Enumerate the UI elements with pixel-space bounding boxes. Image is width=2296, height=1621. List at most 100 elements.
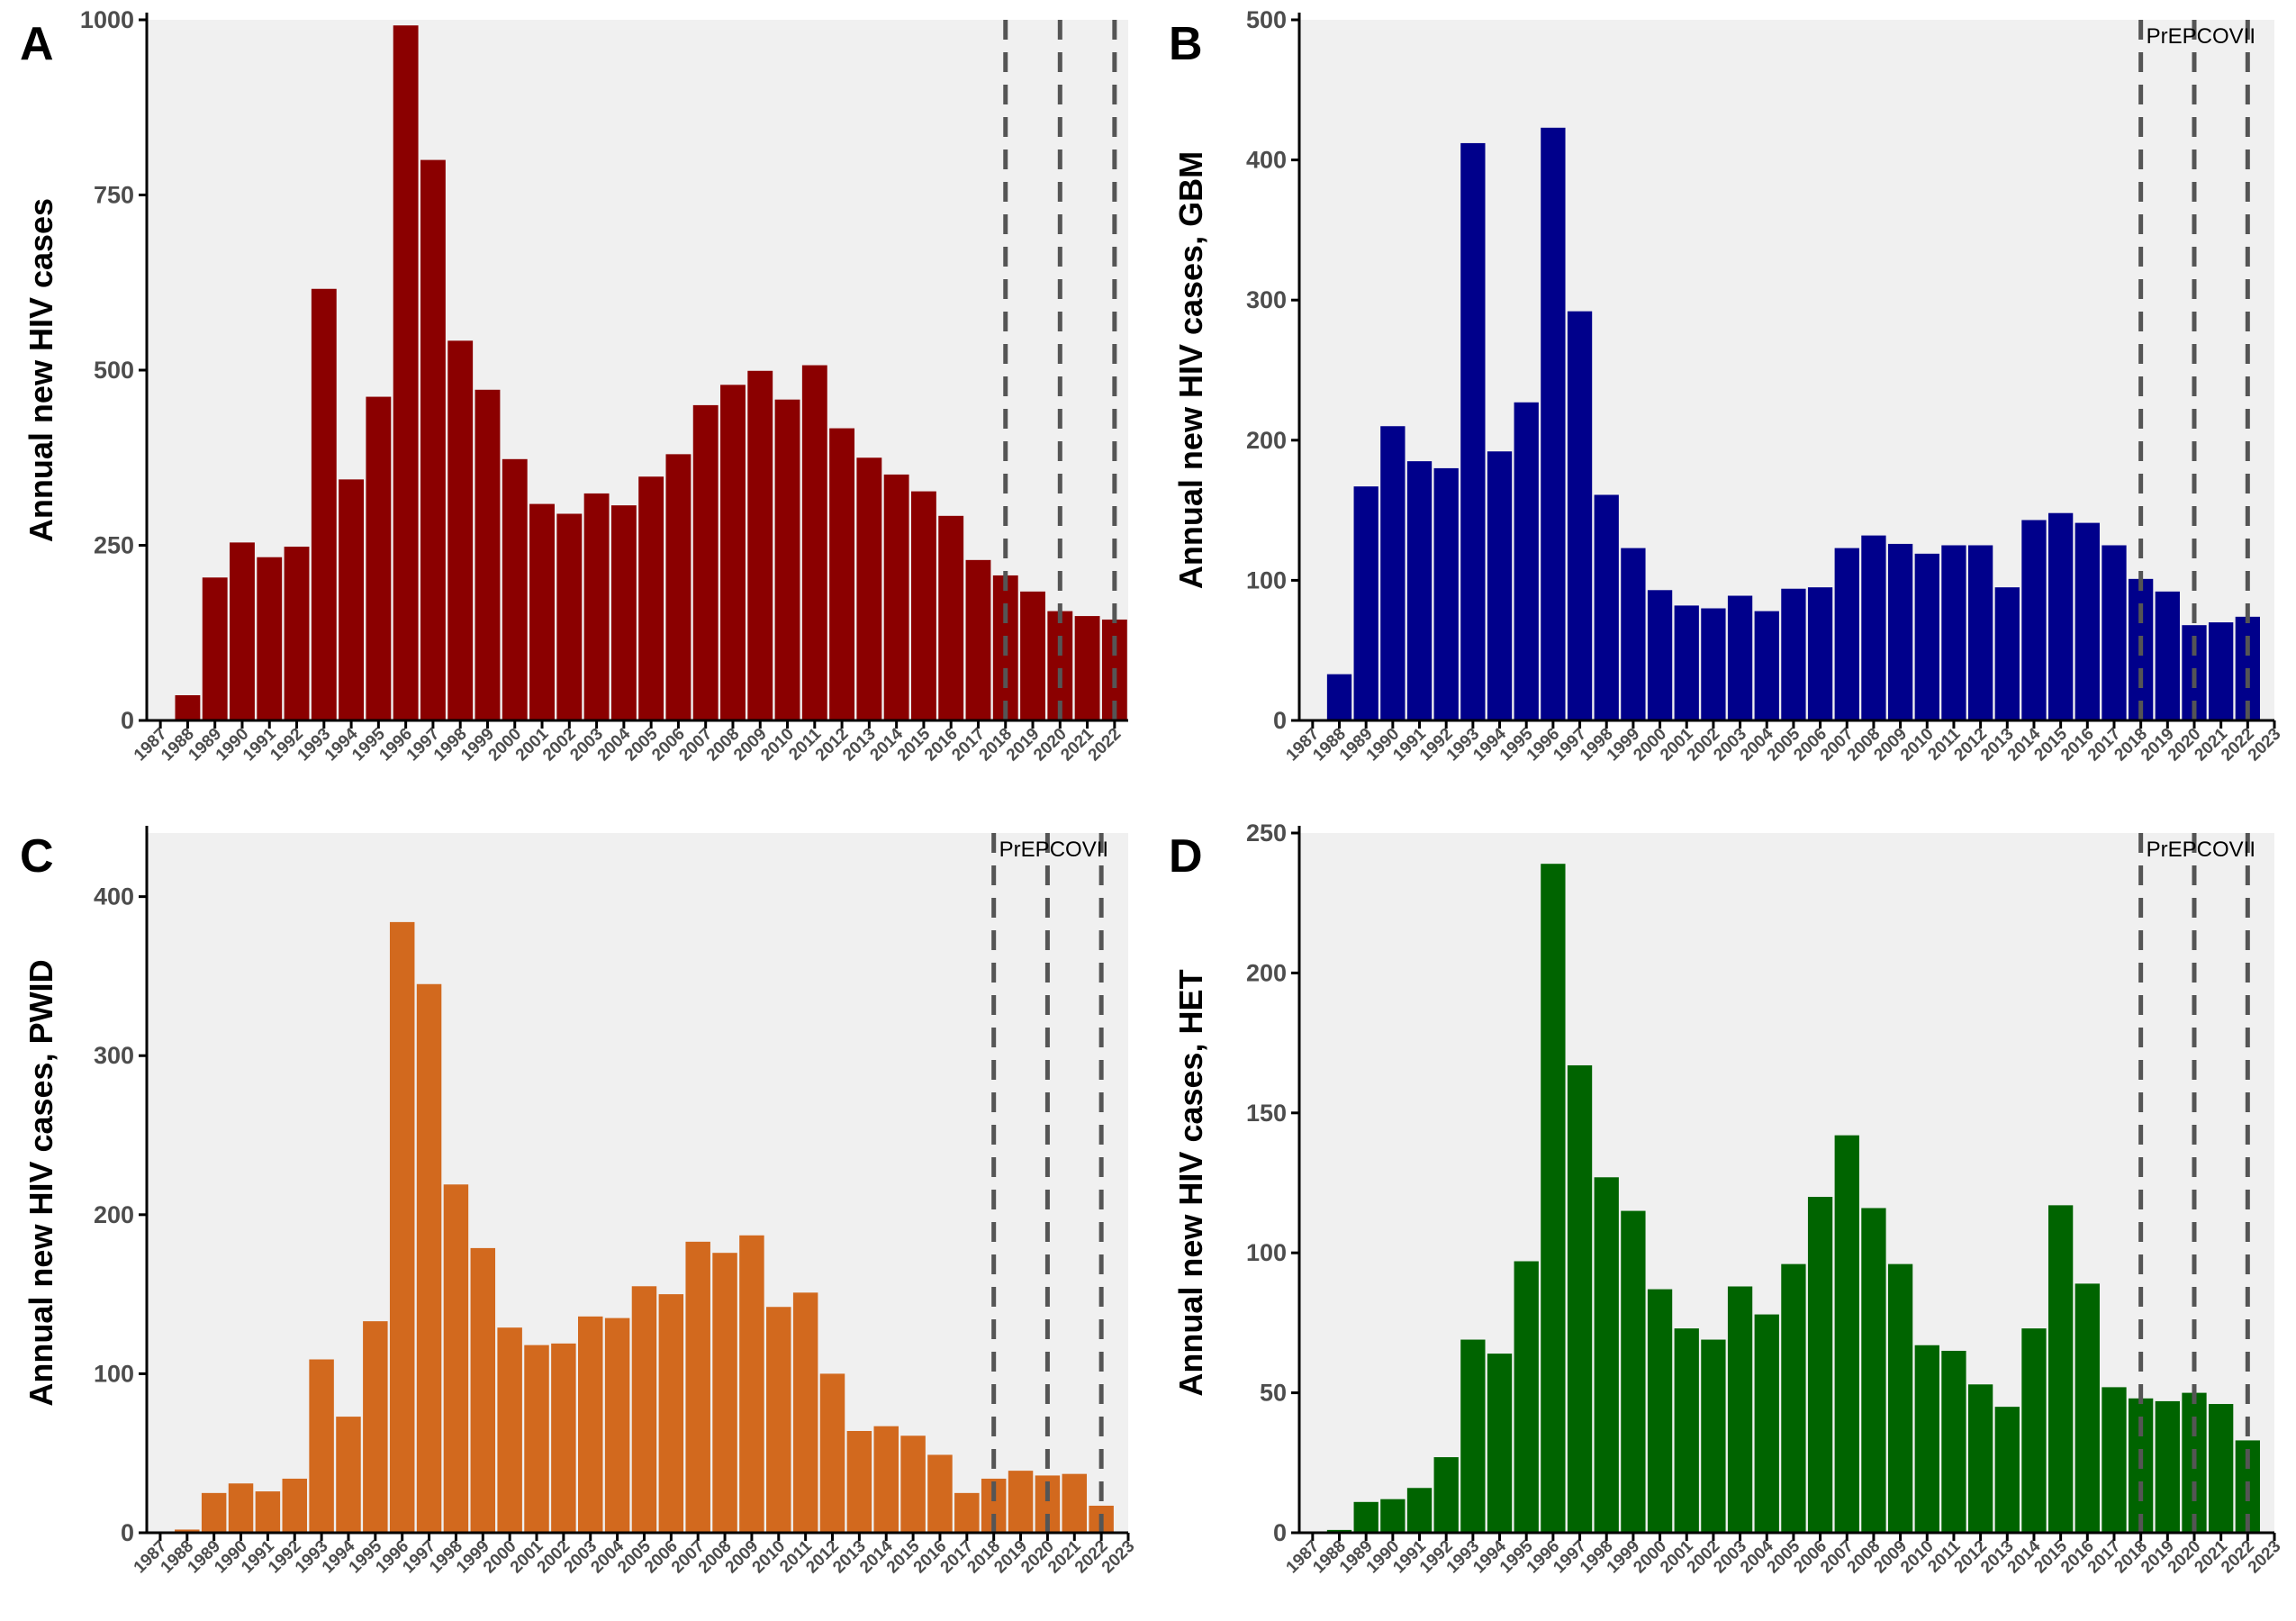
bar-2019 [2155,1400,2180,1533]
y-tick-label: 200 [94,1201,134,1228]
bar-2005 [631,1286,657,1533]
event-annotation: PrEPCOVII [2147,24,2255,49]
bar-2008 [1861,535,1886,720]
bar-2019 [1020,591,1045,720]
bar-2015 [900,1435,926,1533]
bar-2000 [1647,1289,1673,1533]
bar-2002 [1701,608,1726,720]
bar-2011 [801,365,827,720]
bar-1989 [1353,1501,1379,1533]
bar-2009 [1887,543,1913,720]
bar-1999 [470,1247,496,1533]
bar-1996 [1541,864,1566,1533]
bar-2007 [1834,1135,1859,1533]
y-tick-label: 250 [1246,820,1287,847]
bar-2016 [2075,1283,2100,1533]
bar-2012 [1967,545,1993,720]
bar-1992 [282,1478,307,1533]
bar-2010 [1914,1345,1939,1533]
bar-2011 [792,1292,818,1533]
panel-a: 0250500750100019871988198919901991199219… [20,6,1128,765]
panel-letter: D [1169,830,1203,883]
bar-2006 [658,1294,684,1533]
bar-1998 [1594,494,1619,720]
bar-2003 [578,1316,603,1533]
panel-letter: C [20,830,54,883]
bar-1993 [1460,1339,1486,1533]
y-tick-label: 100 [1246,566,1287,593]
bar-2012 [819,1373,845,1533]
event-annotation: PrEPCOVII [999,838,1108,862]
bar-1994 [1487,1354,1513,1533]
y-tick-label: 400 [1246,147,1287,174]
bar-1992 [1433,1457,1459,1533]
bar-1995 [366,396,392,720]
bar-2006 [665,454,692,720]
bar-1989 [202,577,228,720]
bar-2014 [883,474,909,720]
bar-2016 [938,515,964,720]
bar-2010 [774,399,800,720]
bar-1997 [1567,311,1593,720]
bar-1991 [1406,461,1433,720]
y-tick-label: 300 [94,1042,134,1069]
y-tick-label: 100 [1246,1239,1287,1266]
bar-2015 [2047,512,2074,720]
bar-1988 [1326,674,1352,720]
y-axis-title: Annual new HIV cases [23,198,59,542]
y-tick-label: 200 [1246,427,1287,454]
bar-2002 [551,1343,576,1533]
bar-1990 [1380,1499,1406,1533]
panel-d: PrEPCOVII0501001502002501987198819891990… [1169,820,2285,1577]
bar-2002 [556,513,583,720]
bar-2000 [502,458,528,720]
y-tick-label: 0 [1273,707,1287,734]
bar-1998 [443,1184,469,1533]
bar-2015 [2047,1205,2074,1533]
bar-1997 [416,983,442,1533]
bar-2012 [829,428,855,720]
bar-2007 [692,404,719,720]
y-tick-label: 1000 [80,6,134,33]
bar-2021 [2209,622,2234,720]
y-tick-label: 400 [94,883,134,910]
bar-1997 [1567,1064,1593,1533]
bar-2013 [856,457,882,720]
bar-1993 [1460,142,1486,721]
y-tick-label: 750 [94,182,134,209]
bar-2016 [2075,522,2100,720]
y-axis-title: Annual new HIV cases, PWID [23,959,59,1406]
bar-1989 [1353,486,1379,720]
bar-1993 [309,1359,334,1533]
bar-2001 [524,1345,549,1533]
bar-2019 [2155,591,2180,720]
bar-1992 [1433,467,1459,720]
bar-1988 [1326,1529,1352,1533]
bar-2005 [1781,1263,1806,1533]
bar-2009 [739,1235,764,1533]
bar-2004 [604,1318,630,1533]
bar-2008 [720,385,746,720]
y-tick-label: 500 [94,357,134,384]
bar-1994 [339,479,365,720]
bar-2015 [910,491,936,720]
bar-2014 [873,1426,899,1533]
bar-2006 [1807,1197,1833,1533]
bar-2011 [1941,1350,1966,1533]
bar-1999 [475,389,501,720]
bar-2016 [927,1454,953,1533]
y-tick-label: 0 [121,1519,134,1546]
bar-1995 [363,1321,388,1533]
bar-1997 [420,159,446,721]
bar-2014 [2021,520,2047,720]
y-tick-label: 0 [121,707,134,734]
bar-2017 [954,1492,980,1533]
bar-2000 [497,1327,522,1533]
y-tick-label: 50 [1260,1380,1287,1407]
bar-1992 [284,547,310,720]
bar-2013 [846,1430,872,1533]
bar-1996 [1541,127,1566,720]
bar-2004 [610,505,637,720]
bar-2017 [965,559,991,720]
